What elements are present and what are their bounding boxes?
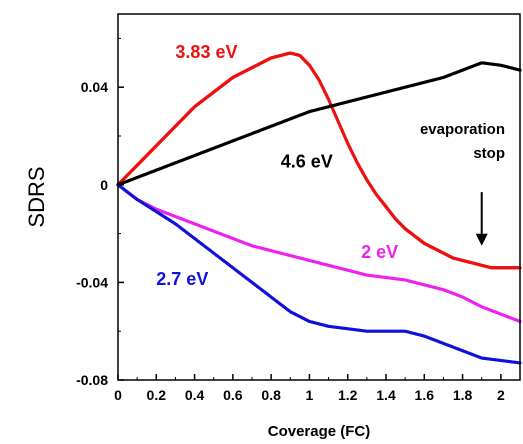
annotation-arrow-head — [475, 233, 488, 246]
series-label: 3.83 eV — [175, 42, 237, 62]
y-tick-label: -0.04 — [76, 274, 108, 290]
y-tick-label: 0 — [100, 177, 108, 193]
y-tick-label: 0.04 — [81, 79, 108, 95]
y-axis-title: SDRS — [24, 166, 49, 227]
x-tick-label: 2 — [497, 387, 505, 403]
series-4_6-eV — [116, 61, 522, 187]
y-tick-label: -0.08 — [76, 372, 108, 388]
x-tick-label: 1.6 — [415, 387, 435, 403]
plot-area: 3.83 eV 4.6 eV 2 eV 2.7 eV evaporation stop — [116, 42, 522, 365]
series-label: 4.6 eV — [281, 152, 333, 172]
x-tick-label: 0 — [114, 387, 122, 403]
series-2_7-eV — [116, 183, 522, 365]
series-3_83-eV — [116, 51, 522, 270]
x-tick-label: 0.6 — [223, 387, 243, 403]
series-label: 2.7 eV — [156, 269, 208, 289]
x-axis-title: Coverage (FC) — [268, 423, 371, 440]
plot-frame — [117, 13, 521, 381]
x-tick-label: 0.2 — [147, 387, 167, 403]
x-tick-label: 1 — [306, 387, 314, 403]
x-tick-label: 1.4 — [376, 387, 396, 403]
x-tick-label: 1.2 — [338, 387, 358, 403]
series-label: 2 eV — [361, 242, 398, 262]
series-2-eV — [116, 183, 522, 324]
x-tick-label: 0.4 — [185, 387, 205, 403]
annotation-text: stop — [473, 145, 505, 162]
x-tick-label: 1.8 — [453, 387, 473, 403]
annotation-text: evaporation — [420, 121, 505, 138]
x-tick-label: 0.8 — [261, 387, 281, 403]
axes: 0 0.2 0.4 0.6 0.8 1 1.2 1.4 1.6 1.8 2 -0.08 -0.04 0 0.… — [76, 13, 521, 403]
